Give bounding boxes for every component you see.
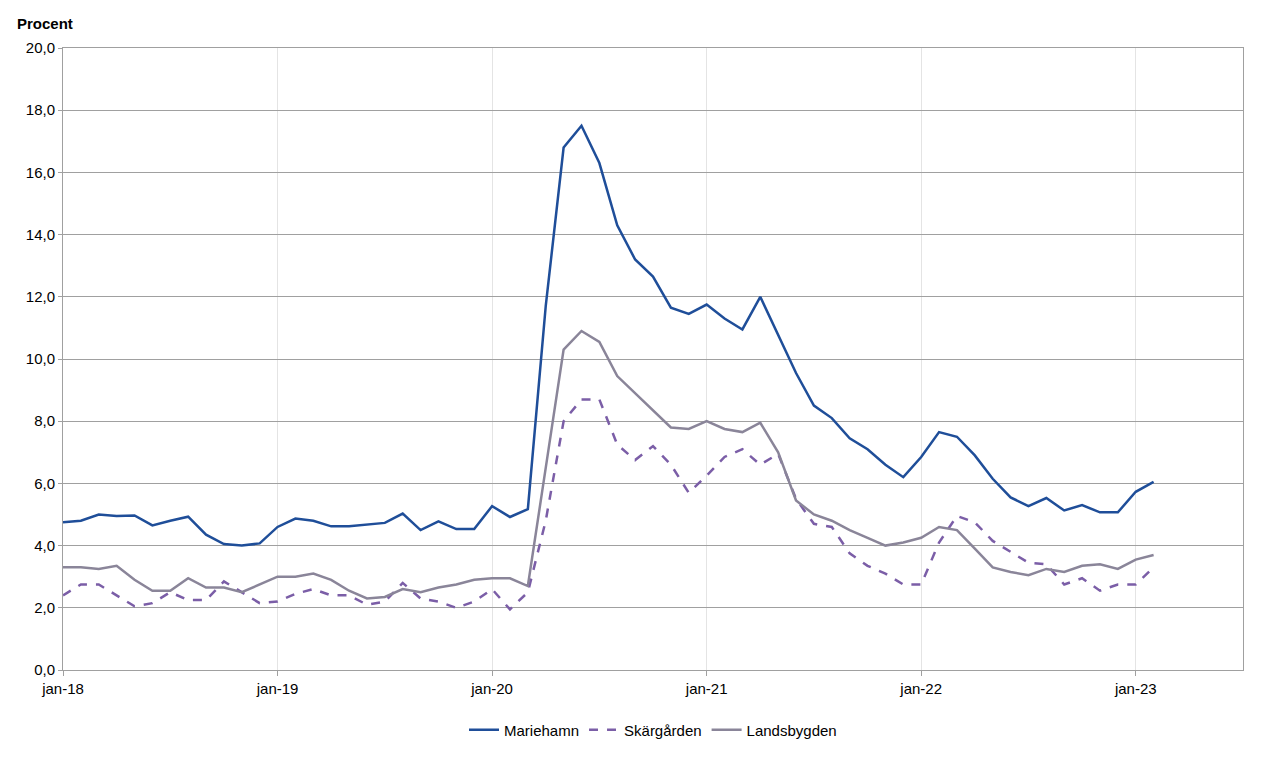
svg-text:20,0: 20,0 — [26, 39, 55, 56]
svg-text:jan-18: jan-18 — [41, 680, 84, 697]
svg-text:6,0: 6,0 — [34, 475, 55, 492]
svg-text:jan-20: jan-20 — [470, 680, 513, 697]
svg-text:Mariehamn: Mariehamn — [504, 722, 579, 739]
svg-text:0,0: 0,0 — [34, 661, 55, 678]
svg-text:14,0: 14,0 — [26, 226, 55, 243]
svg-text:12,0: 12,0 — [26, 288, 55, 305]
svg-text:jan-23: jan-23 — [1114, 680, 1157, 697]
svg-text:10,0: 10,0 — [26, 350, 55, 367]
svg-text:18,0: 18,0 — [26, 101, 55, 118]
svg-text:8,0: 8,0 — [34, 412, 55, 429]
svg-text:jan-19: jan-19 — [256, 680, 299, 697]
svg-text:Procent: Procent — [17, 15, 73, 32]
svg-text:16,0: 16,0 — [26, 164, 55, 181]
svg-text:Skärgården: Skärgården — [624, 722, 702, 739]
svg-text:2,0: 2,0 — [34, 599, 55, 616]
svg-text:jan-22: jan-22 — [899, 680, 942, 697]
svg-text:jan-21: jan-21 — [685, 680, 728, 697]
svg-text:Landsbygden: Landsbygden — [747, 722, 837, 739]
svg-text:4,0: 4,0 — [34, 537, 55, 554]
